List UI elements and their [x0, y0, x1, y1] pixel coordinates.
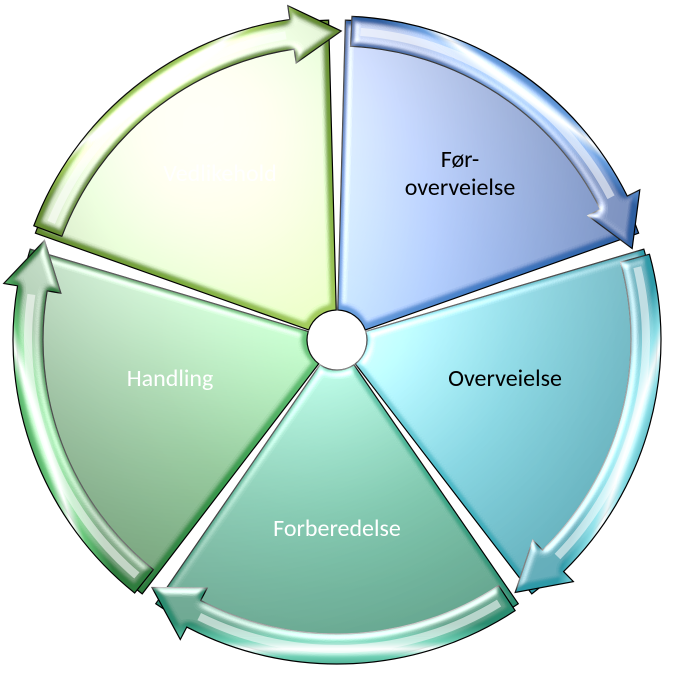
segment-label-handling: Handling: [127, 364, 214, 393]
segment-label-overveielse: Overveielse: [448, 364, 562, 393]
segment-label-forberedelse: Forberedelse: [273, 514, 401, 543]
cycle-diagram: Før-overveielseOverveielseForberedelseHa…: [0, 0, 674, 681]
segment-label-vedlikehold: Vedlikehold: [163, 159, 276, 188]
